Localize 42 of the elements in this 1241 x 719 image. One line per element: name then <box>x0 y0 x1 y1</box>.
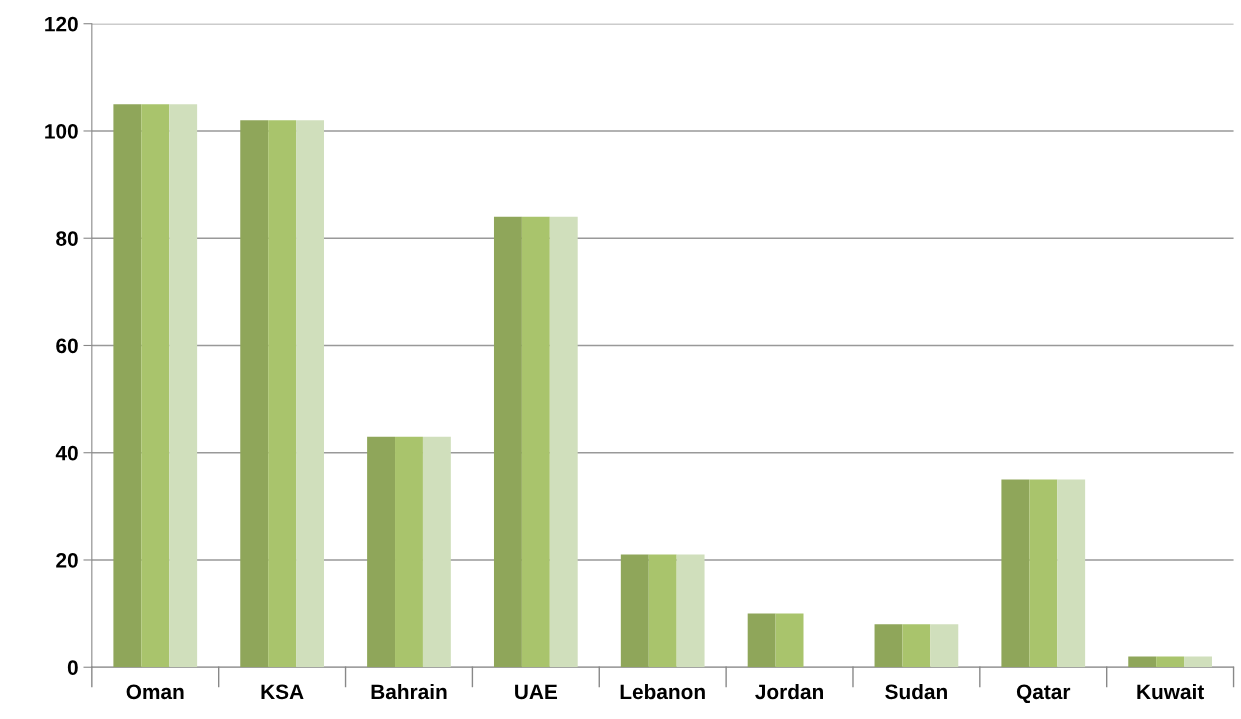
x-tick-label: Oman <box>126 684 184 700</box>
y-tick-label: 20 <box>56 552 78 568</box>
x-tick-label: UAE <box>515 684 558 700</box>
y-tick-label: 40 <box>55 445 78 461</box>
x-tick-label: Jordan <box>755 683 823 700</box>
bar <box>549 216 578 668</box>
bar <box>1128 656 1157 668</box>
y-tick-label: 120 <box>45 16 78 32</box>
bar <box>422 436 451 668</box>
x-tick-label: Kuwait <box>1137 683 1205 700</box>
bar <box>169 104 198 668</box>
bar <box>676 554 705 668</box>
bar <box>902 624 931 668</box>
y-tick-label: 80 <box>56 231 78 246</box>
x-tick-label: Sudan <box>885 683 947 700</box>
bar <box>141 104 170 668</box>
bar <box>1029 479 1058 668</box>
bar <box>775 613 804 668</box>
bar <box>1184 656 1212 668</box>
bar <box>367 436 396 668</box>
x-tick-label: KSA <box>261 684 304 700</box>
bar <box>1057 479 1086 668</box>
bar <box>648 554 677 668</box>
bar <box>240 120 269 668</box>
bar <box>296 120 324 668</box>
x-tick-label: Lebanon <box>620 683 705 700</box>
bar <box>113 104 142 668</box>
bar <box>268 120 297 668</box>
bar <box>1001 479 1030 668</box>
bar <box>395 436 423 668</box>
x-tick-label: Bahrain <box>371 683 447 700</box>
x-tick-label: Qatar <box>1016 684 1071 704</box>
bar <box>1156 656 1185 668</box>
y-tick-label: 60 <box>56 338 78 354</box>
bar <box>620 554 649 668</box>
bar <box>747 613 776 668</box>
bar <box>493 216 522 668</box>
bar <box>521 216 550 668</box>
y-tick-label: 0 <box>67 660 78 675</box>
y-tick-label: 100 <box>45 123 78 139</box>
bar <box>930 624 959 668</box>
bar <box>874 624 903 668</box>
